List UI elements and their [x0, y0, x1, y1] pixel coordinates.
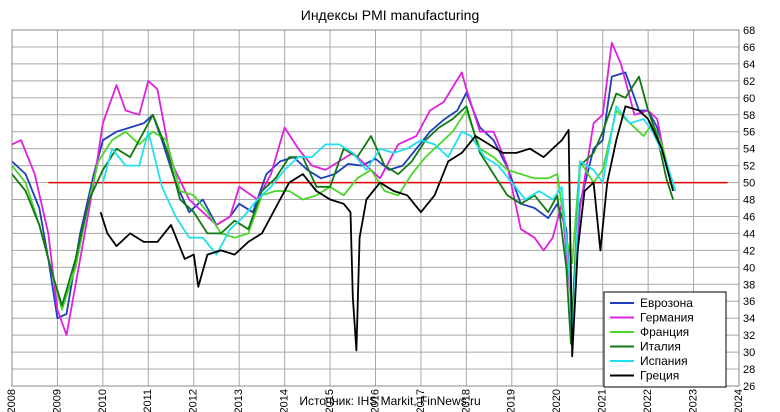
legend-label: Испания — [640, 354, 688, 368]
legend-label: Германия — [640, 311, 694, 325]
y-tick-label: 48 — [743, 195, 755, 207]
y-tick-label: 68 — [743, 25, 755, 37]
y-tick-label: 30 — [743, 347, 755, 359]
x-tick-label: 2022 — [642, 389, 654, 412]
x-tick-label: 2010 — [97, 389, 109, 412]
y-tick-label: 66 — [743, 42, 755, 54]
x-tick-label: 2019 — [506, 389, 518, 412]
x-tick-label: 2023 — [687, 389, 699, 412]
series-lines — [11, 41, 677, 358]
x-tick-label: 2016 — [369, 389, 381, 412]
y-tick-label: 50 — [743, 178, 755, 190]
x-tick-label: 2017 — [415, 389, 427, 412]
y-tick-label: 42 — [743, 245, 755, 257]
chart-title: Индексы PMI manufacturing — [301, 7, 479, 23]
series-line — [99, 105, 674, 358]
x-tick-label: 2021 — [597, 389, 609, 412]
x-axis-ticks: 2008 2009 2010 2011 2012 2013 2014 2015 2016 2017… — [6, 389, 745, 412]
y-tick-label: 58 — [743, 110, 755, 122]
y-tick-label: 46 — [743, 211, 755, 223]
x-tick-label: 2020 — [551, 389, 563, 412]
x-tick-label: 2014 — [279, 389, 291, 412]
x-tick-label: 2018 — [460, 389, 472, 412]
y-tick-label: 44 — [743, 228, 755, 240]
legend-label: Италия — [640, 340, 681, 354]
plot-frame — [11, 29, 740, 387]
y-tick-label: 40 — [743, 262, 755, 274]
y-tick-label: 60 — [743, 93, 755, 105]
y-tick-label: 38 — [743, 279, 755, 291]
y-tick-label: 62 — [743, 76, 755, 88]
x-tick-label: 2008 — [6, 389, 18, 412]
y-tick-label: 54 — [743, 144, 755, 156]
y-tick-label: 34 — [743, 313, 755, 325]
y-tick-label: 32 — [743, 330, 755, 342]
legend-label: Еврозона — [640, 296, 693, 310]
y-axis-ticks: 26 28 30 32 34 36 38 40 42 44 46 48 50 52 54 56 58 60 62 64… — [743, 25, 755, 393]
legend-label: Франция — [640, 325, 689, 339]
legend: ЕврозонаГерманияФранцияИталияИспанияГрец… — [603, 291, 727, 388]
x-tick-label: 2024 — [733, 389, 745, 412]
series-line — [11, 109, 674, 311]
y-tick-label: 36 — [743, 296, 755, 308]
y-tick-label: 28 — [743, 364, 755, 376]
x-tick-label: 2009 — [51, 389, 63, 412]
legend-label: Греция — [640, 369, 679, 383]
y-tick-label: 26 — [743, 381, 755, 393]
x-tick-label: 2011 — [142, 389, 154, 412]
legend-box — [603, 291, 727, 388]
series-line — [102, 105, 677, 347]
x-tick-label: 2015 — [324, 389, 336, 412]
y-tick-label: 56 — [743, 127, 755, 139]
x-tick-label: 2012 — [188, 389, 200, 412]
x-tick-label: 2013 — [233, 389, 245, 412]
chart-source: Источник: IHS Markit, FinNews.ru — [299, 394, 480, 408]
y-tick-label: 64 — [743, 59, 755, 71]
y-tick-label: 52 — [743, 161, 755, 173]
